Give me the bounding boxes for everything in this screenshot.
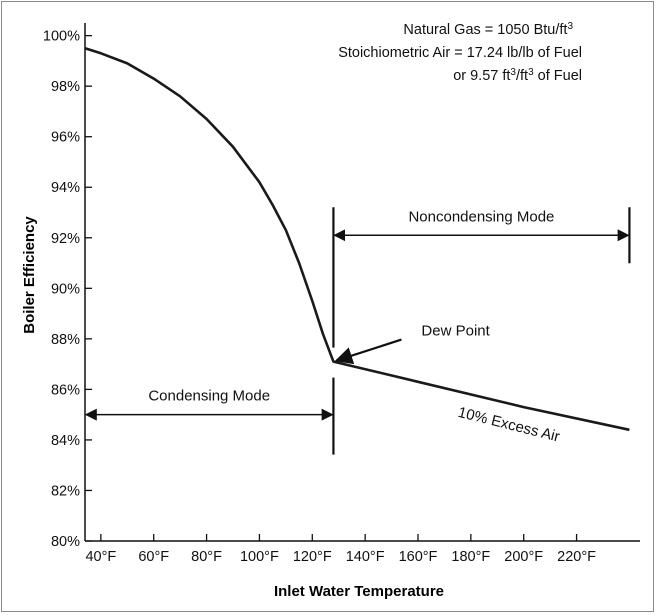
x-tick-label: 80°F bbox=[191, 549, 222, 565]
y-tick-label: 100% bbox=[43, 29, 80, 45]
x-tick-label: 40°F bbox=[85, 549, 116, 565]
y-tick-label: 88% bbox=[51, 332, 80, 348]
y-tick-label: 92% bbox=[51, 231, 80, 247]
x-tick-label: 180°F bbox=[451, 549, 490, 565]
x-tick-label: 200°F bbox=[504, 549, 543, 565]
y-axis-title: Boiler Efficiency bbox=[21, 216, 38, 334]
x-tick-label: 140°F bbox=[346, 549, 385, 565]
y-tick-label: 96% bbox=[51, 130, 80, 146]
y-tick-label: 94% bbox=[51, 180, 80, 196]
x-tick-label: 60°F bbox=[138, 549, 169, 565]
note-natural-gas: Natural Gas = 1050 Btu/ft3 bbox=[403, 21, 573, 39]
y-tick-label: 90% bbox=[51, 281, 80, 297]
x-tick-label: 220°F bbox=[557, 549, 596, 565]
condensing-mode-label: Condensing Mode bbox=[148, 388, 270, 405]
note-stoichiometric-air: Stoichiometric Air = 17.24 lb/lb of Fuel bbox=[338, 45, 582, 61]
x-tick-label: 160°F bbox=[399, 549, 438, 565]
x-tick-group: 40°F 60°F 80°F 100°F 120°F 140°F 160°F 180°F 200… bbox=[85, 534, 596, 565]
x-tick-label: 100°F bbox=[240, 549, 279, 565]
dew-point-label: Dew Point bbox=[421, 323, 490, 340]
dew-point-arrow bbox=[334, 338, 402, 365]
y-tick-label: 80% bbox=[51, 534, 80, 550]
x-axis-title: Inlet Water Temperature bbox=[274, 583, 444, 600]
y-tick-label: 98% bbox=[51, 79, 80, 95]
y-tick-label: 86% bbox=[51, 382, 80, 398]
y-tick-group: 80% 82% 84% 86% 88% 90% 92% 94% 96% 98% 100% bbox=[43, 29, 92, 550]
x-tick-label: 120°F bbox=[293, 549, 332, 565]
noncondensing-mode-label: Noncondensing Mode bbox=[408, 208, 554, 225]
y-tick-label: 82% bbox=[51, 483, 80, 499]
efficiency-series-line bbox=[84, 47, 630, 432]
y-tick-label: 84% bbox=[51, 433, 80, 449]
note-volume-ratio: or 9.57 ft3/ft3 of Fuel bbox=[453, 67, 582, 85]
series-label-excess-air: 10% Excess Air bbox=[456, 404, 561, 446]
